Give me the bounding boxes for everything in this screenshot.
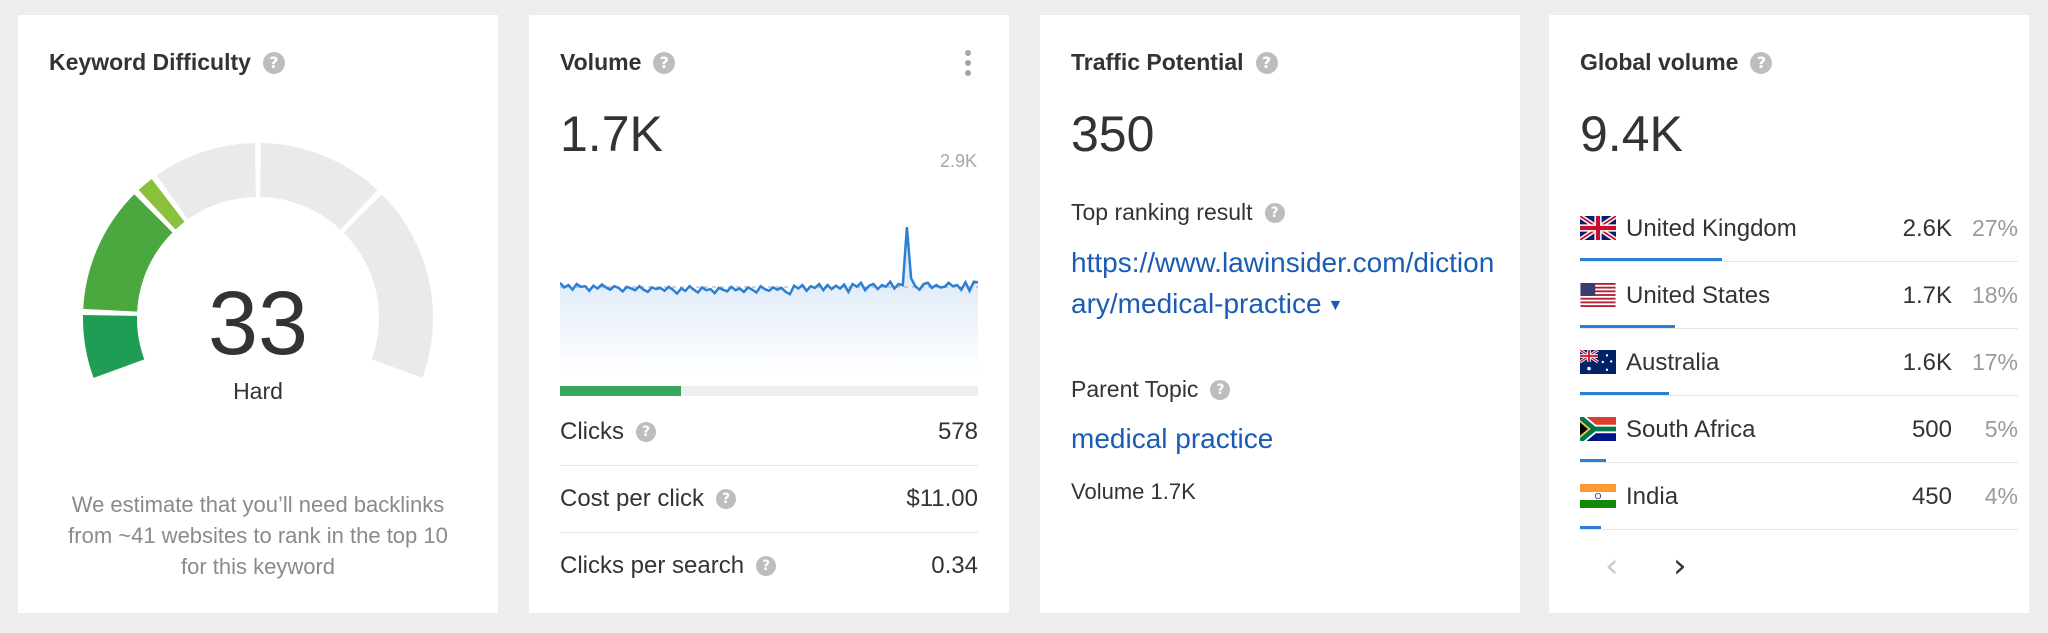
kd-level: Hard xyxy=(233,378,283,404)
top-ranking-url-text: https://www.lawinsider.com/dictionary/me… xyxy=(1071,247,1495,319)
us-flag-icon xyxy=(1580,283,1616,307)
volume-card: Volume ? 1.7K 2.9K Clicks? 578 Cost per … xyxy=(529,15,1009,613)
country-name: South Africa xyxy=(1626,416,1756,443)
help-icon[interactable]: ? xyxy=(1264,202,1285,223)
traffic-potential-value: 350 xyxy=(1071,106,1155,162)
top-ranking-label-text: Top ranking result xyxy=(1071,199,1253,225)
country-row-in[interactable]: India 450 4% xyxy=(1580,463,2018,530)
gauge-empty-segment xyxy=(156,143,256,220)
global-volume-title-text: Global volume xyxy=(1580,49,1739,75)
volume-title: Volume ? xyxy=(560,49,676,76)
traffic-potential-card: Traffic Potential ? 350 Top ranking resu… xyxy=(1040,15,1520,613)
global-volume-title: Global volume ? xyxy=(1580,49,1773,76)
help-icon[interactable]: ? xyxy=(262,51,285,74)
parent-topic-label-text: Parent Topic xyxy=(1071,376,1199,402)
metric-value: $11.00 xyxy=(906,485,978,512)
country-percent: 27% xyxy=(1971,215,2018,241)
parent-topic-label: Parent Topic ? xyxy=(1071,376,1231,403)
clicks-share-fill xyxy=(560,386,682,396)
country-percent: 5% xyxy=(1984,416,2018,442)
parent-topic-volume: Volume 1.7K xyxy=(1071,479,1196,504)
kd-score: 33 xyxy=(208,274,308,374)
chevron-left-icon[interactable]: ‹ xyxy=(1605,546,1619,586)
help-icon[interactable]: ? xyxy=(756,556,777,576)
metric-value: 0.34 xyxy=(931,552,978,579)
za-flag-icon xyxy=(1580,417,1616,441)
gauge-filled-segment xyxy=(138,178,185,230)
help-icon[interactable]: ? xyxy=(1750,51,1773,74)
traffic-potential-title: Traffic Potential ? xyxy=(1071,49,1278,76)
parent-topic-link[interactable]: medical practice xyxy=(1071,423,1274,454)
uk-flag-icon xyxy=(1580,216,1616,240)
country-name: Australia xyxy=(1626,349,1720,376)
volume-trend-chart xyxy=(560,226,978,375)
global-volume-card: Global volume ? 9.4K United Kingdom 2.6K… xyxy=(1549,15,2029,613)
kd-title: Keyword Difficulty ? xyxy=(49,49,285,76)
gauge-empty-segment xyxy=(260,143,378,230)
country-volume: 450 xyxy=(1911,483,1952,510)
country-share-bar xyxy=(1580,392,1670,395)
caret-down-icon[interactable]: ▼ xyxy=(1327,297,1344,315)
metric-label: Cost per click xyxy=(560,485,705,512)
metric-row-clicks: Clicks? 578 xyxy=(560,399,978,466)
country-share-bar xyxy=(1580,526,1602,529)
country-percent: 4% xyxy=(1984,483,2018,509)
country-name: India xyxy=(1626,483,1679,510)
au-flag-icon xyxy=(1580,350,1616,374)
gauge-filled-segment xyxy=(83,194,173,312)
volume-line xyxy=(560,226,978,296)
gauge-filled-segment xyxy=(83,314,145,378)
clicks-share-bar xyxy=(560,386,978,396)
chevron-right-icon[interactable]: › xyxy=(1673,546,1687,586)
metric-label: Clicks xyxy=(560,418,624,445)
top-ranking-label: Top ranking result ? xyxy=(1071,199,1285,226)
country-volume: 1.6K xyxy=(1902,349,1952,376)
help-icon[interactable]: ? xyxy=(653,51,676,74)
metric-value: 578 xyxy=(937,418,978,445)
chart-max-label: 2.9K xyxy=(939,151,977,171)
keyword-difficulty-card: Keyword Difficulty ? 33 Hard We estimate… xyxy=(18,15,498,613)
help-icon[interactable]: ? xyxy=(1255,51,1278,74)
kd-gauge: 33 xyxy=(83,143,433,378)
country-percent: 18% xyxy=(1971,282,2018,308)
country-name: United States xyxy=(1626,282,1771,309)
country-name: United Kingdom xyxy=(1626,215,1797,242)
country-volume: 1.7K xyxy=(1902,282,1952,309)
more-options-icon[interactable] xyxy=(965,50,971,76)
country-row-au[interactable]: Australia 1.6K 17% xyxy=(1580,329,2018,396)
top-ranking-url-link[interactable]: https://www.lawinsider.com/dictionary/me… xyxy=(1071,242,1496,326)
global-volume-value: 9.4K xyxy=(1580,106,1683,162)
country-row-za[interactable]: South Africa 500 5% xyxy=(1580,396,2018,463)
help-icon[interactable]: ? xyxy=(1210,379,1231,400)
kd-title-text: Keyword Difficulty xyxy=(49,49,251,75)
country-volume: 500 xyxy=(1911,416,1952,443)
metric-row-clicks-per-search: Clicks per search? 0.34 xyxy=(560,533,978,599)
metric-row-cpc: Cost per click? $11.00 xyxy=(560,466,978,533)
traffic-potential-title-text: Traffic Potential xyxy=(1071,49,1244,75)
country-volume: 2.6K xyxy=(1902,215,1952,242)
country-share-bar xyxy=(1580,459,1607,462)
metric-label: Clicks per search xyxy=(560,552,745,579)
gauge-empty-segment xyxy=(343,194,433,378)
help-icon[interactable]: ? xyxy=(636,422,656,442)
help-icon[interactable]: ? xyxy=(716,489,737,509)
country-share-bar xyxy=(1580,258,1722,261)
volume-value: 1.7K xyxy=(560,106,663,162)
country-row-us[interactable]: United States 1.7K 18% xyxy=(1580,262,2018,329)
country-share-bar xyxy=(1580,325,1675,328)
kd-description: We estimate that you’ll need backlinks f… xyxy=(68,492,448,579)
in-flag-icon xyxy=(1580,484,1616,508)
country-row-uk[interactable]: United Kingdom 2.6K 27% xyxy=(1580,195,2018,262)
country-percent: 17% xyxy=(1971,349,2018,375)
volume-title-text: Volume xyxy=(560,49,642,75)
volume-area xyxy=(560,227,978,375)
